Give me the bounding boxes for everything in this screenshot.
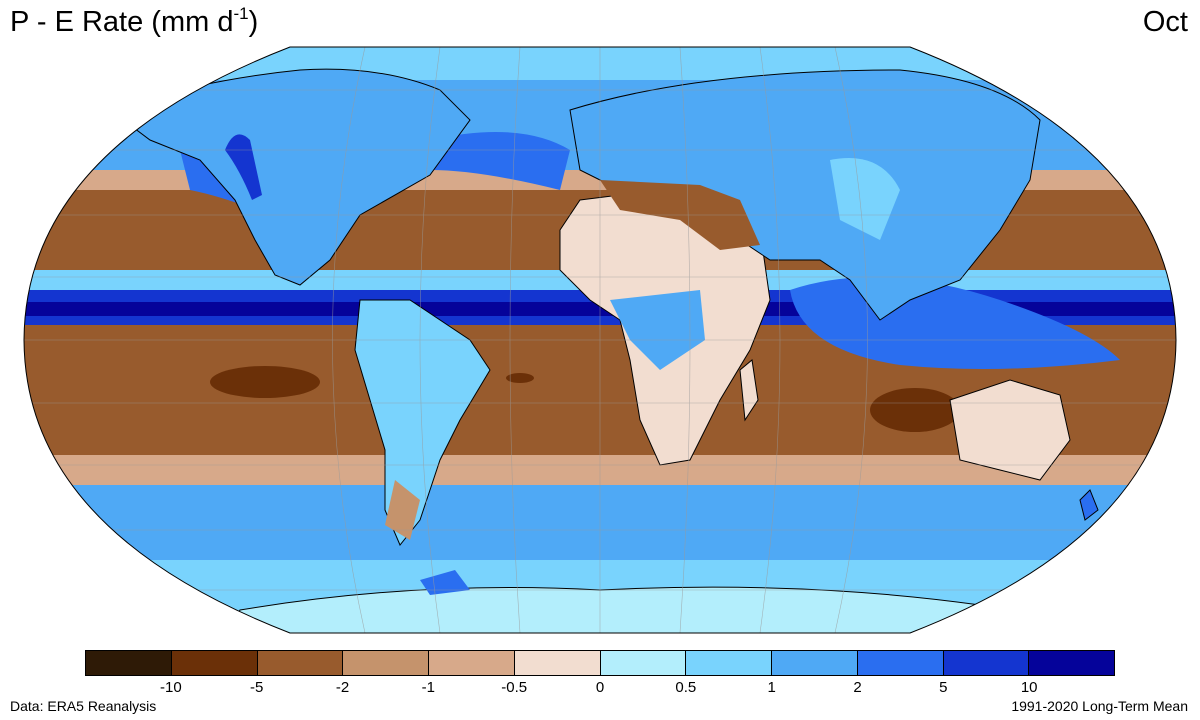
- colorbar-segment: [86, 651, 172, 675]
- world-map: [23, 46, 1177, 634]
- colorbar-segment: [343, 651, 429, 675]
- map-outline: [23, 46, 1177, 634]
- colorbar-tick-label: 1: [767, 679, 776, 696]
- north-america-west-coast-wet: [225, 134, 262, 200]
- period-label: 1991-2020 Long-Term Mean: [1011, 698, 1188, 714]
- colorbar-segment: [686, 651, 772, 675]
- dry-core-south-atlantic: [506, 373, 534, 383]
- new-zealand: [1079, 489, 1099, 521]
- colorbar-segment: [171, 651, 258, 675]
- tibet-region: [830, 158, 900, 240]
- colorbar-segment: [429, 651, 515, 675]
- colorbar-segment: [772, 651, 858, 675]
- colorbar-tick-label: -5: [249, 679, 264, 696]
- colorbar-tick-labels: -10 -5 -2 -1 -0.5 0 0.5 1 2 5 10: [85, 679, 1115, 699]
- colorbar-tick-label: -1: [421, 679, 435, 696]
- colorbar-segment: [600, 651, 687, 675]
- dry-core-south-indian: [870, 388, 960, 432]
- antarctic-peninsula-wet: [420, 570, 470, 595]
- colorbar-tick-label: 0.5: [675, 679, 697, 696]
- graticule: [24, 47, 1176, 633]
- australia: [949, 379, 1071, 481]
- colorbar-tick-label: 0: [595, 679, 605, 696]
- colorbar-tick-label: -0.5: [501, 679, 528, 696]
- data-source-label: Data: ERA5 Reanalysis: [10, 698, 157, 714]
- colorbar-segment: [257, 651, 344, 675]
- map-field: [24, 47, 1176, 633]
- madagascar: [739, 359, 759, 422]
- colorbar-tick-label: -10: [159, 679, 182, 696]
- patagonia: [385, 480, 420, 540]
- title-exponent: -1: [233, 4, 249, 23]
- title-text: P - E Rate (mm d: [10, 6, 234, 38]
- colorbar: [85, 650, 1115, 676]
- wet-north-atlantic: [430, 132, 570, 190]
- colorbar-segment: [857, 651, 944, 675]
- colorbar-segment: [1029, 651, 1114, 675]
- month-label: Oct: [1142, 6, 1188, 38]
- colorbar-tick-label: 10: [1020, 679, 1038, 696]
- colorbar-tick-label: 2: [853, 679, 862, 696]
- antarctica: [219, 586, 1001, 633]
- eurasia: [569, 69, 1041, 321]
- central-africa-wet: [610, 290, 705, 370]
- colorbar-segment: [943, 651, 1030, 675]
- title-close-paren: ): [248, 6, 259, 38]
- page-title: P - E Rate (mm d-1): [10, 4, 258, 40]
- colorbar-tick-label: -2: [335, 679, 350, 696]
- dry-core-south-pacific: [210, 366, 320, 398]
- colorbar-segment: [514, 651, 601, 675]
- colorbar-tick-label: 5: [939, 679, 948, 696]
